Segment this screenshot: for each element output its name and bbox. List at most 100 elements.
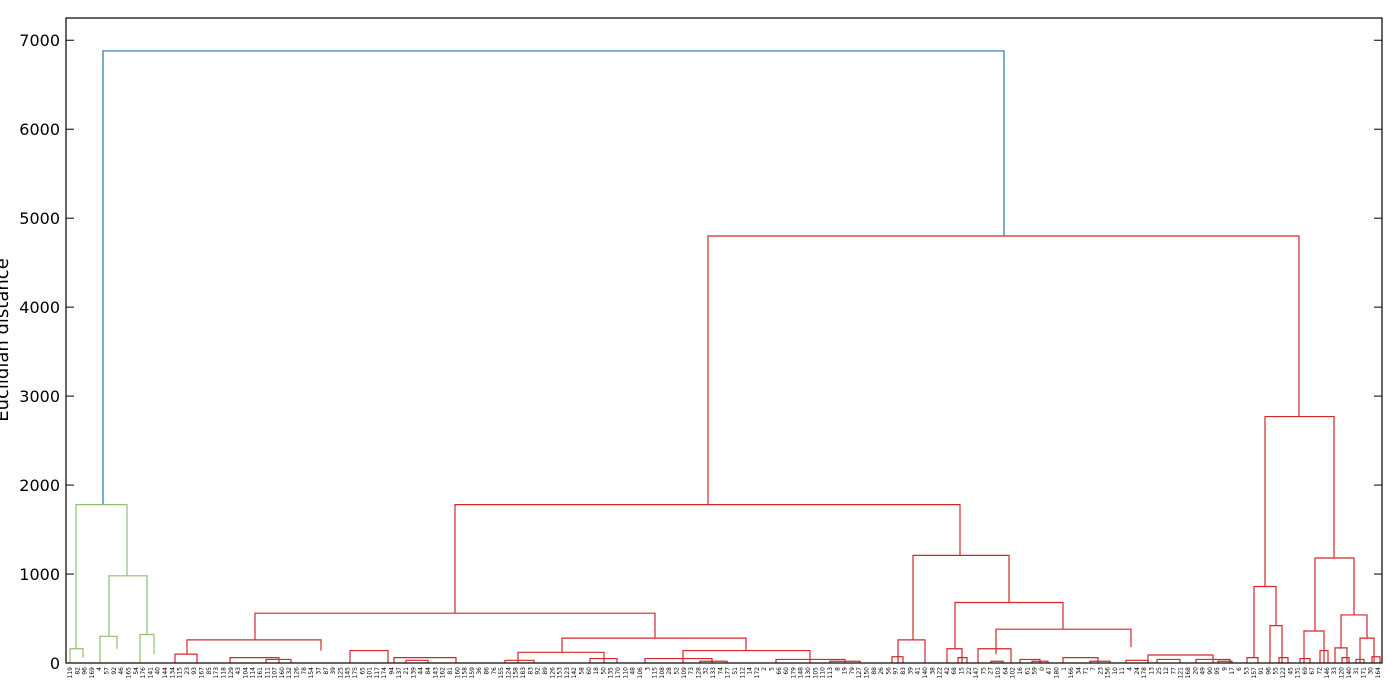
leaf-label: 143 xyxy=(432,667,439,679)
leaf-label: 183 xyxy=(520,667,527,679)
dendrogram-link xyxy=(229,657,280,663)
leaf-label: 125 xyxy=(337,667,344,679)
leaf-label: 64 xyxy=(1002,667,1009,675)
leaf-label: 23 xyxy=(184,667,191,675)
leaf-label: 75 xyxy=(980,667,987,675)
leaf-label: 146 xyxy=(1324,667,1331,679)
leaf-label: 131 xyxy=(1295,667,1302,679)
leaf-label: 156 xyxy=(1105,667,1112,679)
leaf-label: 16 xyxy=(1017,667,1024,675)
leaf-label: 31 xyxy=(1353,667,1360,675)
dendrogram-link xyxy=(1319,649,1329,663)
leaf-label: 96 xyxy=(1265,667,1272,675)
y-tick-label: 6000 xyxy=(19,120,60,139)
leaf-label: 28 xyxy=(666,667,673,675)
leaf-label: 32 xyxy=(703,667,710,675)
dendrogram-link xyxy=(186,639,322,655)
dendrogram-link xyxy=(102,50,1005,505)
dendrogram-link xyxy=(139,633,155,663)
leaf-label: 140 xyxy=(1346,667,1353,679)
leaf-label: 17 xyxy=(1229,667,1236,675)
leaf-label: 121 xyxy=(1178,667,1185,679)
leaf-label: 79 xyxy=(849,667,856,675)
leaf-label: 142 xyxy=(571,667,578,679)
dendrogram-link xyxy=(946,648,963,663)
leaf-label: 85 xyxy=(206,667,213,675)
leaf-label: 9 xyxy=(1222,667,1229,671)
leaf-label: 43 xyxy=(235,667,242,675)
leaf-label: 144 xyxy=(162,667,169,679)
y-tick-label: 3000 xyxy=(19,387,60,406)
leaf-label: 108 xyxy=(659,667,666,679)
leaf-label: 132 xyxy=(286,667,293,679)
leaf-label: 56 xyxy=(885,667,892,675)
leaf-label: 137 xyxy=(396,667,403,679)
leaf-label: 10 xyxy=(1112,667,1119,675)
leaf-label: 114 xyxy=(250,667,257,679)
leaf-label: 46 xyxy=(118,667,125,675)
leaf-label: 127 xyxy=(856,667,863,679)
leaf-label: 4 xyxy=(1127,667,1134,671)
leaf-label: 126 xyxy=(549,667,556,679)
leaf-label: 135 xyxy=(608,667,615,679)
leaf-label: 157 xyxy=(1251,667,1258,679)
leaf-label: 24 xyxy=(1134,667,1141,675)
dendrogram-link xyxy=(1359,637,1375,663)
leaf-label: 2 xyxy=(761,667,768,671)
leaf-label: 94 xyxy=(389,667,396,675)
leaf-label: 115 xyxy=(177,667,184,679)
dendrogram-link xyxy=(108,575,148,637)
leaf-label: 147 xyxy=(973,667,980,679)
dendrogram-link xyxy=(454,504,961,614)
leaf-label: 25 xyxy=(1156,667,1163,675)
y-axis-ticks: 0 1000 2000 3000 4000 5000 6000 7000 xyxy=(19,31,1382,673)
y-tick-label: 2000 xyxy=(19,476,60,495)
leaf-label: 105 xyxy=(812,667,819,679)
y-tick-label: 1000 xyxy=(19,565,60,584)
dendrogram-links xyxy=(69,50,1381,663)
y-tick-label: 7000 xyxy=(19,31,60,50)
leaf-label: 110 xyxy=(820,667,827,679)
leaf-label: 117 xyxy=(374,667,381,679)
leaf-label: 37 xyxy=(315,667,322,675)
leaf-label: 27 xyxy=(988,667,995,675)
leaf-label: 44 xyxy=(418,667,425,675)
leaf-label: 78 xyxy=(301,667,308,675)
leaf-label: 58 xyxy=(579,667,586,675)
leaf-label: 165 xyxy=(125,667,132,679)
leaf-label: 95 xyxy=(1214,667,1221,675)
leaf-label: 72 xyxy=(1317,667,1324,675)
leaf-label: 39 xyxy=(907,667,914,675)
leaf-label: 47 xyxy=(1046,667,1053,675)
leaf-label: 30 xyxy=(1368,667,1375,675)
leaf-label: 179 xyxy=(790,667,797,679)
dendrogram-link xyxy=(954,601,1064,649)
dendrogram-link xyxy=(1253,585,1277,658)
leaf-label: 88 xyxy=(871,667,878,675)
leaf-label: 123 xyxy=(564,667,571,679)
leaf-label: 69 xyxy=(1302,667,1309,675)
dendrogram-link xyxy=(1062,657,1099,663)
leaf-label: 167 xyxy=(199,667,206,679)
leaf-label: 65 xyxy=(359,667,366,675)
leaf-label: 5 xyxy=(768,667,775,671)
leaf-label: 153 xyxy=(557,667,564,679)
dendrogram-link xyxy=(990,660,1004,663)
leaf-label: 139 xyxy=(410,667,417,679)
leaf-label: 103 xyxy=(995,667,1002,679)
leaf-label: 154 xyxy=(308,667,315,679)
leaf-label: 15 xyxy=(958,667,965,675)
leaf-label: 7 xyxy=(1090,667,1097,671)
leaf-label: 122 xyxy=(937,667,944,679)
leaf-label: 112 xyxy=(739,667,746,679)
leaf-label: 38 xyxy=(929,667,936,675)
y-tick-label: 5000 xyxy=(19,209,60,228)
leaf-label: 21 xyxy=(403,667,410,675)
leaf-label: 49 xyxy=(1200,667,1207,675)
leaf-label: 90 xyxy=(1207,667,1214,675)
dendrogram-link xyxy=(1334,647,1348,663)
leaf-label: 36 xyxy=(476,667,483,675)
leaf-label: 120 xyxy=(1338,667,1345,679)
leaf-label: 129 xyxy=(228,667,235,679)
dendrogram-link xyxy=(1089,660,1111,663)
